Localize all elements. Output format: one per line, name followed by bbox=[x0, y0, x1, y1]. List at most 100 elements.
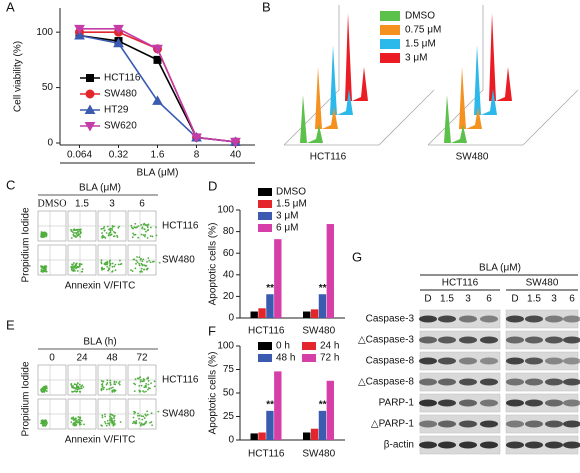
event bbox=[105, 388, 108, 391]
event bbox=[114, 383, 117, 386]
event bbox=[144, 230, 147, 233]
marker bbox=[113, 37, 124, 48]
event bbox=[150, 226, 152, 229]
event bbox=[117, 382, 120, 385]
event bbox=[42, 234, 45, 237]
event bbox=[108, 262, 111, 264]
legend-label: 0 h bbox=[276, 341, 290, 352]
event bbox=[41, 266, 43, 268]
event bbox=[75, 417, 77, 420]
row-label: SW480 bbox=[162, 255, 195, 266]
marker bbox=[113, 24, 124, 35]
event bbox=[113, 235, 116, 238]
event bbox=[108, 424, 111, 426]
band bbox=[506, 336, 524, 344]
event bbox=[40, 231, 43, 233]
event bbox=[144, 384, 147, 387]
event bbox=[103, 236, 106, 238]
bar bbox=[266, 294, 274, 318]
event bbox=[41, 269, 44, 272]
event bbox=[138, 417, 140, 420]
event bbox=[108, 267, 110, 270]
event bbox=[116, 236, 119, 238]
event bbox=[148, 260, 151, 262]
event bbox=[79, 387, 81, 390]
legend-label: 1.5 μM bbox=[276, 199, 307, 210]
event bbox=[103, 267, 106, 270]
event bbox=[43, 391, 46, 393]
event bbox=[78, 233, 80, 236]
legend-swatch bbox=[380, 11, 400, 21]
event bbox=[101, 234, 104, 237]
event bbox=[147, 383, 150, 386]
event bbox=[40, 421, 43, 424]
event bbox=[44, 420, 47, 422]
event bbox=[108, 264, 111, 267]
quadrant bbox=[38, 365, 66, 395]
band bbox=[438, 420, 456, 428]
event bbox=[111, 414, 114, 417]
event bbox=[111, 391, 114, 393]
event bbox=[80, 385, 82, 388]
column-label: 24 bbox=[76, 353, 88, 364]
column-label: 1.5 bbox=[75, 199, 89, 210]
marker bbox=[230, 137, 241, 148]
event bbox=[143, 264, 145, 266]
band bbox=[480, 336, 498, 344]
legend-label: 3 μM bbox=[405, 53, 427, 64]
event bbox=[143, 235, 146, 238]
x-axis-label: Annexin V/FITC bbox=[65, 435, 136, 446]
event bbox=[113, 422, 116, 425]
event bbox=[113, 419, 116, 422]
y-axis-label: Propidium Iodide bbox=[21, 207, 32, 282]
event bbox=[137, 377, 140, 380]
event bbox=[147, 380, 150, 382]
band bbox=[419, 378, 437, 386]
marker bbox=[191, 133, 202, 143]
column-label: 72 bbox=[136, 353, 148, 364]
event bbox=[149, 235, 152, 237]
histogram-frame bbox=[427, 5, 579, 146]
band bbox=[459, 357, 477, 365]
event bbox=[133, 412, 136, 415]
band bbox=[506, 399, 524, 407]
event bbox=[105, 383, 108, 386]
sample-label: HCT116 bbox=[310, 152, 347, 163]
event bbox=[118, 225, 121, 228]
event bbox=[100, 424, 103, 427]
band bbox=[525, 357, 543, 365]
event bbox=[140, 415, 143, 417]
band bbox=[480, 399, 498, 407]
event bbox=[113, 231, 116, 234]
event bbox=[150, 412, 153, 415]
event bbox=[138, 262, 140, 265]
event bbox=[109, 382, 112, 384]
event bbox=[146, 261, 148, 263]
band bbox=[459, 336, 477, 344]
event bbox=[102, 388, 105, 391]
band bbox=[480, 441, 498, 449]
event bbox=[111, 386, 114, 389]
event bbox=[113, 423, 116, 426]
event bbox=[79, 390, 82, 393]
event bbox=[113, 225, 115, 228]
band bbox=[545, 441, 563, 449]
y-tick-label: 100 bbox=[217, 341, 234, 352]
bar bbox=[310, 428, 319, 440]
event bbox=[138, 384, 141, 387]
event bbox=[140, 422, 143, 425]
event bbox=[72, 416, 75, 419]
event bbox=[76, 421, 79, 424]
lane-label: D bbox=[424, 294, 431, 305]
y-tick-label: 80 bbox=[223, 226, 235, 237]
event bbox=[100, 262, 103, 265]
panel-label: B bbox=[262, 0, 271, 14]
event bbox=[107, 422, 109, 425]
event bbox=[107, 269, 110, 272]
grid-title: BLA (μM) bbox=[79, 183, 121, 194]
event bbox=[139, 379, 142, 381]
y-axis-label: Cell viability (%) bbox=[13, 41, 24, 112]
event bbox=[45, 270, 48, 273]
event bbox=[150, 421, 153, 423]
